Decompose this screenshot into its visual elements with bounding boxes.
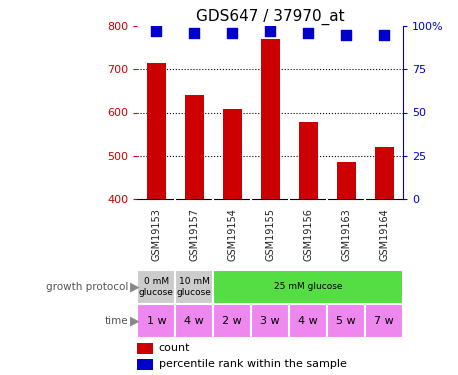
Point <box>191 30 198 36</box>
Bar <box>137 270 175 304</box>
Bar <box>375 147 393 199</box>
Text: GSM19157: GSM19157 <box>189 208 199 261</box>
Bar <box>185 95 204 199</box>
Text: GSM19153: GSM19153 <box>152 208 161 261</box>
Bar <box>223 109 242 199</box>
Point <box>229 30 236 36</box>
Text: GSM19164: GSM19164 <box>379 208 389 261</box>
Bar <box>289 304 327 338</box>
Text: 7 w: 7 w <box>374 316 394 326</box>
Bar <box>137 343 153 354</box>
Bar <box>365 304 403 338</box>
Point <box>381 32 388 38</box>
Text: 3 w: 3 w <box>261 316 280 326</box>
Point <box>343 32 350 38</box>
Bar <box>213 304 251 338</box>
Text: 2 w: 2 w <box>223 316 242 326</box>
Bar <box>337 162 355 199</box>
Bar <box>261 39 280 199</box>
Text: GSM19154: GSM19154 <box>227 208 237 261</box>
Text: GSM19155: GSM19155 <box>265 208 275 261</box>
Text: time: time <box>104 316 128 326</box>
Bar <box>213 270 403 304</box>
Text: ▶: ▶ <box>130 314 140 327</box>
Bar <box>147 63 166 199</box>
Bar <box>137 304 175 338</box>
Bar <box>175 304 213 338</box>
Text: 5 w: 5 w <box>336 316 356 326</box>
Text: GSM19156: GSM19156 <box>303 208 313 261</box>
Text: 25 mM glucose: 25 mM glucose <box>274 282 343 291</box>
Bar <box>137 358 153 370</box>
Text: ▶: ▶ <box>130 280 140 293</box>
Bar <box>327 304 365 338</box>
Title: GDS647 / 37970_at: GDS647 / 37970_at <box>196 9 344 25</box>
Bar <box>251 304 289 338</box>
Text: percentile rank within the sample: percentile rank within the sample <box>158 359 347 369</box>
Text: 4 w: 4 w <box>298 316 318 326</box>
Text: 10 mM
glucose: 10 mM glucose <box>177 277 212 297</box>
Bar <box>175 270 213 304</box>
Bar <box>299 122 318 199</box>
Text: 4 w: 4 w <box>185 316 204 326</box>
Text: 1 w: 1 w <box>147 316 166 326</box>
Text: count: count <box>158 343 190 353</box>
Text: growth protocol: growth protocol <box>46 282 128 292</box>
Point <box>267 28 274 34</box>
Point <box>153 28 160 34</box>
Text: GSM19163: GSM19163 <box>341 208 351 261</box>
Point <box>305 30 312 36</box>
Text: 0 mM
glucose: 0 mM glucose <box>139 277 174 297</box>
